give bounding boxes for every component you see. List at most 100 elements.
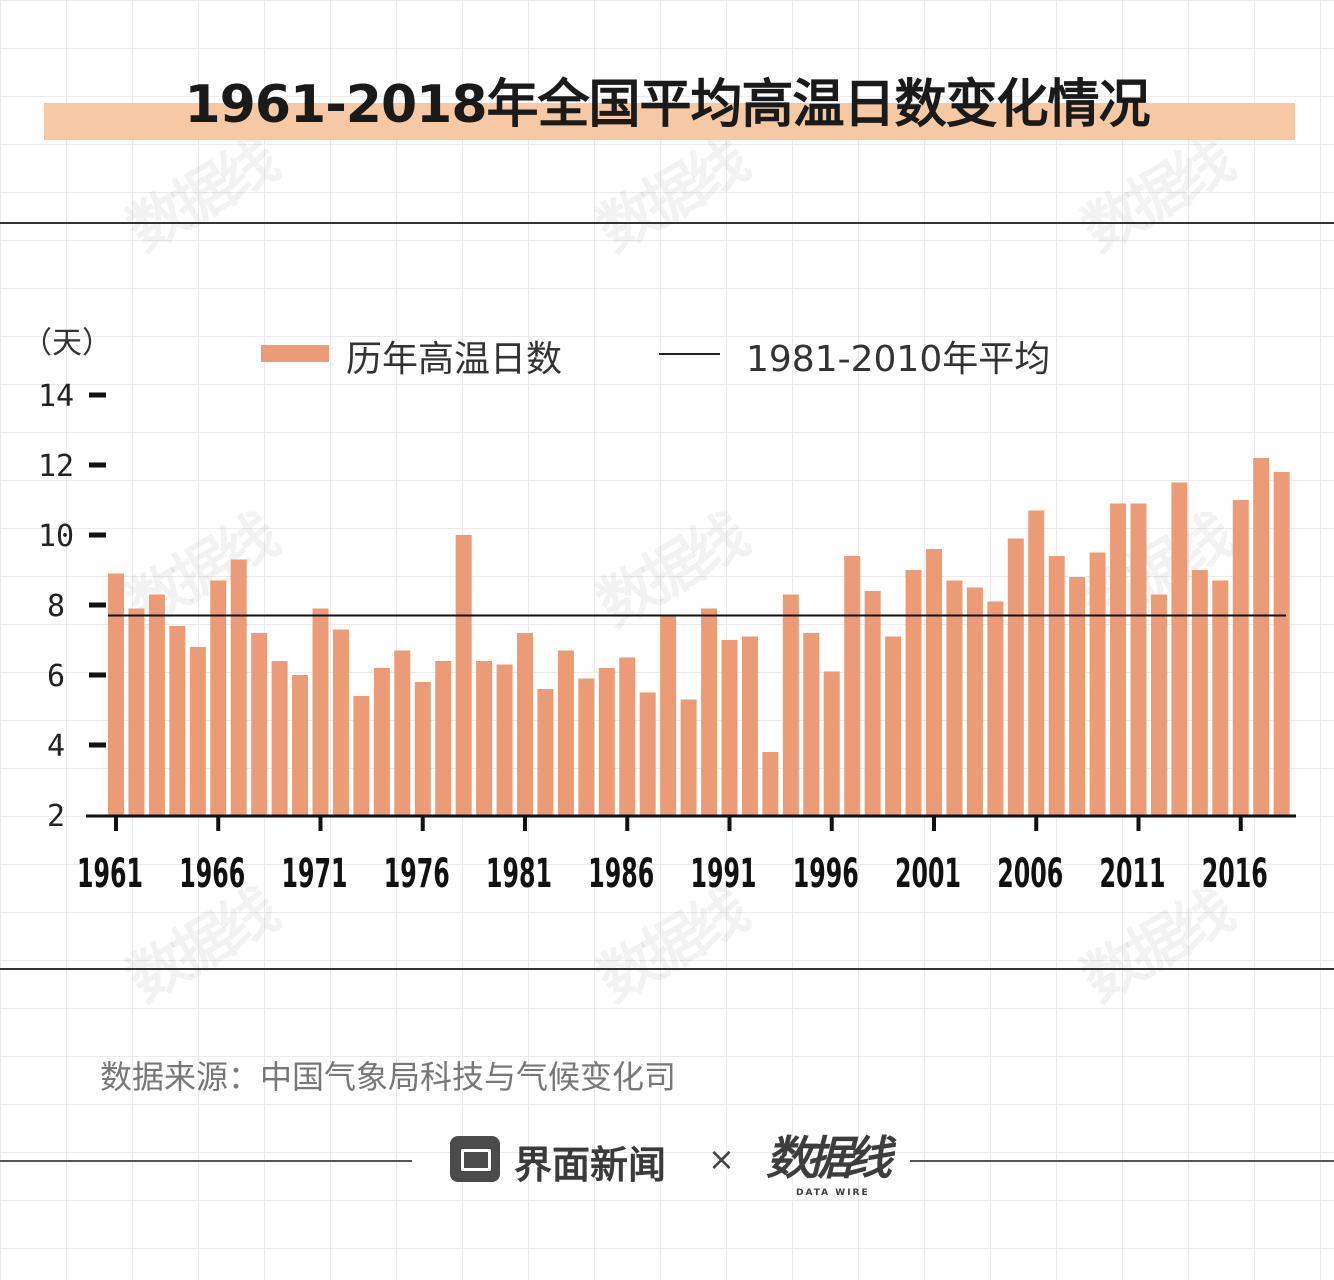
x-tick bbox=[216, 817, 221, 831]
bar bbox=[1191, 570, 1208, 815]
source-note: 数据来源：中国气象局科技与气候变化司 bbox=[100, 1058, 677, 1096]
footer-rule-left bbox=[0, 1160, 412, 1162]
y-tick bbox=[89, 462, 106, 468]
bar bbox=[1273, 472, 1290, 815]
x-tick-label: 1981 bbox=[486, 851, 552, 897]
bar bbox=[496, 664, 513, 815]
bar bbox=[108, 573, 124, 815]
x-tick-label: 1961 bbox=[77, 851, 143, 897]
y-tick-label: 12 bbox=[38, 449, 74, 484]
y-tick-label: 2 bbox=[47, 799, 65, 834]
brand-name: 界面新闻 bbox=[514, 1143, 667, 1187]
legend-bar-label: 历年高温日数 bbox=[346, 339, 563, 380]
y-tick bbox=[89, 742, 106, 748]
partner-logo-subtitle: DATA WIRE bbox=[796, 1188, 870, 1198]
bar bbox=[394, 650, 411, 815]
partner-logo: 数据线 bbox=[766, 1131, 892, 1185]
bar bbox=[517, 633, 533, 815]
bar bbox=[741, 636, 758, 815]
x-tick-label: 2006 bbox=[997, 851, 1063, 897]
bar bbox=[1048, 556, 1065, 815]
y-tick-label: 6 bbox=[47, 659, 65, 694]
x-tick bbox=[1034, 817, 1039, 831]
bar bbox=[148, 594, 165, 815]
bar bbox=[660, 615, 677, 815]
bar bbox=[782, 594, 799, 815]
bar bbox=[701, 608, 718, 815]
bar bbox=[823, 671, 840, 815]
bar bbox=[803, 633, 820, 815]
bar bbox=[1007, 538, 1024, 815]
bar bbox=[1028, 510, 1045, 815]
x-tick bbox=[1238, 817, 1243, 831]
bar bbox=[455, 535, 472, 815]
y-tick bbox=[89, 532, 106, 538]
x-tick-label: 1966 bbox=[179, 851, 245, 897]
y-tick-label: 14 bbox=[38, 379, 74, 414]
bar bbox=[1110, 503, 1127, 815]
bar bbox=[1150, 594, 1167, 815]
bar bbox=[1253, 458, 1270, 815]
x-tick-label: 2016 bbox=[1202, 851, 1268, 897]
bar bbox=[1069, 577, 1086, 815]
y-tick bbox=[89, 672, 106, 678]
bar bbox=[414, 682, 431, 815]
x-tick-label: 1996 bbox=[793, 851, 859, 897]
x-tick-label: 1971 bbox=[282, 851, 348, 897]
bar bbox=[1089, 552, 1106, 815]
bar bbox=[946, 580, 963, 815]
bar bbox=[639, 692, 656, 815]
bar bbox=[251, 633, 268, 815]
footer-rule-right bbox=[910, 1160, 1334, 1162]
page-title: 1961-2018年全国平均高温日数变化情况 bbox=[184, 75, 1150, 135]
bar bbox=[435, 661, 452, 815]
bar bbox=[721, 640, 738, 815]
bar bbox=[619, 657, 636, 815]
divider-top bbox=[0, 222, 1334, 224]
x-tick bbox=[625, 817, 630, 831]
x-tick bbox=[727, 817, 732, 831]
x-tick bbox=[318, 817, 323, 831]
bar bbox=[373, 668, 390, 815]
bar bbox=[230, 559, 247, 815]
x-tick bbox=[829, 817, 834, 831]
y-tick-label: 8 bbox=[47, 589, 65, 624]
legend-line-swatch bbox=[659, 353, 720, 355]
bar bbox=[476, 661, 493, 815]
x-tick-label: 1991 bbox=[691, 851, 757, 897]
x-tick bbox=[932, 817, 936, 831]
bar bbox=[905, 570, 922, 815]
bar bbox=[537, 689, 554, 815]
collab-separator: × bbox=[708, 1140, 735, 1178]
bar-chart: 2 4 6 8 10 12 14 1961 1966 1971 1976 1981 1986 1991 19… bbox=[38, 379, 1296, 897]
bar bbox=[312, 608, 329, 815]
bar bbox=[578, 678, 595, 815]
bar bbox=[128, 608, 145, 815]
y-tick-label: 10 bbox=[38, 519, 74, 554]
legend-bar-swatch bbox=[261, 345, 329, 362]
x-tick bbox=[523, 817, 527, 831]
bar bbox=[332, 629, 349, 815]
bar bbox=[1232, 500, 1249, 815]
x-tick-label: 1976 bbox=[384, 851, 450, 897]
bar bbox=[885, 636, 902, 815]
x-tick bbox=[114, 817, 118, 831]
bar bbox=[987, 601, 1004, 815]
bar bbox=[844, 556, 861, 815]
bar bbox=[966, 587, 983, 815]
y-tick bbox=[89, 602, 106, 608]
bar bbox=[557, 650, 574, 815]
legend-line-label: 1981-2010年平均 bbox=[746, 339, 1051, 380]
bar bbox=[353, 696, 370, 815]
y-tick-label: 4 bbox=[47, 729, 65, 764]
title-highlight bbox=[44, 103, 1295, 140]
bar bbox=[598, 668, 615, 815]
bar bbox=[292, 675, 309, 815]
x-tick bbox=[420, 817, 425, 831]
x-tick-label: 2001 bbox=[895, 851, 961, 897]
x-tick-label: 2011 bbox=[1100, 851, 1166, 897]
divider-bottom bbox=[0, 968, 1334, 970]
bar bbox=[1212, 580, 1229, 815]
bar bbox=[1171, 482, 1188, 815]
bar bbox=[169, 626, 186, 815]
